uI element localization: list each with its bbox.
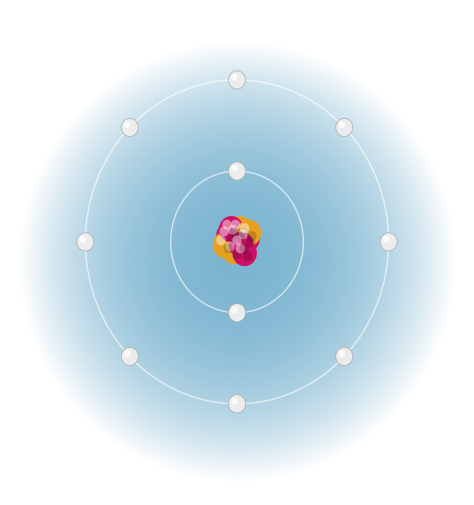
Circle shape: [235, 226, 260, 252]
Circle shape: [240, 224, 249, 234]
Circle shape: [383, 236, 389, 243]
Circle shape: [225, 222, 249, 248]
Circle shape: [380, 233, 397, 251]
Circle shape: [231, 75, 237, 81]
Circle shape: [240, 244, 249, 254]
Circle shape: [216, 236, 226, 246]
Circle shape: [228, 395, 246, 413]
Circle shape: [77, 233, 94, 251]
Circle shape: [230, 228, 239, 238]
Circle shape: [233, 250, 242, 260]
Circle shape: [213, 232, 237, 259]
Circle shape: [238, 230, 248, 240]
Circle shape: [80, 236, 86, 243]
Circle shape: [231, 220, 240, 230]
Circle shape: [232, 240, 257, 267]
Circle shape: [246, 238, 255, 247]
Circle shape: [124, 350, 130, 358]
Circle shape: [247, 232, 256, 241]
Circle shape: [222, 238, 246, 265]
Circle shape: [228, 163, 246, 181]
Circle shape: [336, 347, 353, 366]
Circle shape: [225, 242, 235, 252]
Circle shape: [224, 244, 233, 254]
Circle shape: [229, 232, 254, 259]
Circle shape: [228, 72, 246, 90]
Circle shape: [121, 119, 138, 137]
Circle shape: [228, 217, 252, 243]
Circle shape: [236, 233, 245, 243]
Circle shape: [237, 220, 261, 246]
Circle shape: [232, 236, 242, 246]
Circle shape: [338, 350, 345, 358]
Circle shape: [121, 347, 138, 366]
Circle shape: [219, 217, 244, 243]
Circle shape: [124, 122, 130, 129]
Circle shape: [228, 225, 237, 235]
Circle shape: [222, 220, 232, 230]
Circle shape: [219, 227, 229, 237]
Circle shape: [338, 122, 345, 129]
Circle shape: [336, 119, 353, 137]
Circle shape: [236, 244, 245, 254]
Circle shape: [228, 304, 246, 322]
Circle shape: [231, 307, 237, 314]
Circle shape: [231, 166, 237, 172]
Circle shape: [243, 252, 252, 262]
Circle shape: [238, 228, 247, 238]
Circle shape: [231, 398, 237, 405]
Circle shape: [227, 235, 236, 244]
Circle shape: [216, 223, 241, 249]
